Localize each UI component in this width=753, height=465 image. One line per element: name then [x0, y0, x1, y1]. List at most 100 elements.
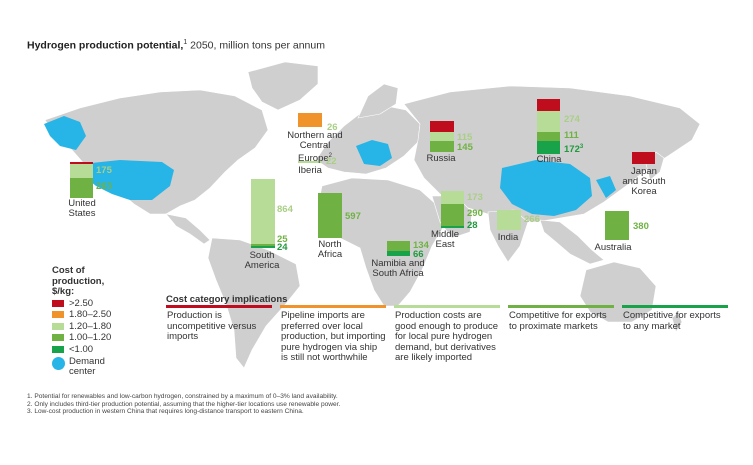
- legend-title: Cost of production, $/kg:: [52, 265, 105, 297]
- bar-us-mid: [70, 178, 93, 198]
- chart-title: Hydrogen production potential,1 2050, mi…: [27, 39, 325, 52]
- demand-china: [500, 160, 592, 216]
- bar-australia-mid: [605, 211, 629, 240]
- label-russia: Russia: [426, 153, 456, 164]
- bar-russia-red: [430, 121, 454, 132]
- implications-title: Cost category implications: [166, 294, 288, 305]
- bar-iberia-light: [298, 161, 322, 163]
- legend-label: 1.00–1.20: [69, 332, 112, 344]
- iberia-value-1: 22: [326, 156, 337, 167]
- bar-sa-light: [251, 179, 275, 244]
- bar-me-mid: [441, 204, 464, 226]
- bar-russia-mid: [430, 141, 454, 152]
- implication-mid-green: Competitive for exports to proximate mar…: [508, 305, 614, 332]
- bar-na-mid: [318, 193, 342, 238]
- china-value-2: 111: [564, 130, 579, 141]
- implication-text: Competitive for exports to any market: [623, 310, 721, 332]
- demand-centers: [44, 116, 616, 216]
- me-value-2: 290: [467, 208, 483, 219]
- demand-center-dot-icon: [52, 357, 65, 370]
- legend-label: <1.00: [69, 343, 94, 355]
- bar-china-mid: [537, 132, 560, 141]
- implication-bar-dark-green: [622, 305, 728, 308]
- demand-japan-korea: [596, 176, 616, 198]
- legend-label: 1.80–2.50: [69, 309, 112, 321]
- title-bold: Hydrogen production potential,: [27, 39, 184, 52]
- na-value-1: 597: [345, 211, 361, 222]
- cost-legend: Cost of production, $/kg: >2.50 1.80–2.5…: [52, 265, 114, 377]
- demand-us: [82, 160, 174, 200]
- bar-india-light: [497, 210, 521, 230]
- label-iberia: Iberia: [298, 165, 322, 176]
- label-australia: Australia: [594, 242, 632, 253]
- implication-dark-green: Competitive for exports to any market: [622, 305, 728, 332]
- australia-value-1: 380: [633, 221, 649, 232]
- legend-item-gt-2-50: >2.50: [52, 298, 114, 310]
- title-rest: 2050, million tons per annum: [187, 39, 325, 52]
- legend-swatch-dark-green: [52, 345, 64, 353]
- india-value-1: 266: [524, 214, 540, 225]
- land-south-america: [207, 237, 301, 369]
- label-namibia-south-africa: Namibia and South Africa: [371, 258, 425, 279]
- legend-label: 1.20–1.80: [69, 320, 112, 332]
- land-greenland: [247, 61, 319, 111]
- legend-item-1-80-2-50: 1.80–2.50: [52, 309, 114, 321]
- implication-text: Production costs are good enough to prod…: [395, 310, 499, 363]
- label-northern-central-europe: Northern and Central Europe2: [283, 130, 347, 164]
- implication-bar-orange: [280, 305, 386, 308]
- china-value-1: 274: [564, 114, 580, 125]
- label-china: China: [536, 154, 562, 165]
- land-se-asia: [539, 219, 605, 265]
- footnote-2: 2. Only includes third-tier production p…: [27, 400, 341, 408]
- bar-me-light: [441, 191, 464, 204]
- label-middle-east: Middle East: [431, 229, 459, 250]
- legend-item-demand: Demand center: [52, 357, 114, 377]
- nce-value-1: 26: [327, 122, 338, 133]
- china-value-3-num: 172: [564, 144, 580, 156]
- nsa-value-1: 134: [413, 240, 429, 251]
- bar-china-red: [537, 99, 560, 111]
- implication-text: Competitive for exports to proximate mar…: [509, 310, 607, 332]
- china-sup: 3: [579, 144, 584, 150]
- me-value-1: 173: [467, 192, 483, 203]
- bar-us-red: [70, 162, 93, 164]
- label-north-africa: North Africa: [317, 239, 343, 260]
- bars: [70, 99, 655, 256]
- bar-russia-light: [430, 132, 454, 141]
- china-value-3: 1723: [564, 142, 583, 155]
- sa-value-2: 25: [277, 234, 288, 245]
- nce-sup: 2: [328, 153, 332, 159]
- me-value-3: 28: [467, 220, 478, 231]
- land-central-america: [165, 213, 211, 245]
- legend-item-1-00-1-20: 1.00–1.20: [52, 332, 114, 344]
- land-new-zealand: [671, 311, 683, 333]
- russia-value-1: 115: [457, 132, 473, 143]
- title-footnote-marker: 1: [183, 39, 188, 46]
- legend-item-lt-1-00: <1.00: [52, 344, 114, 356]
- bar-nce-orange: [298, 113, 322, 127]
- footnotes: 1. Potential for renewables and low-carb…: [27, 393, 340, 416]
- implication-text: Pipeline imports are preferred over loca…: [281, 310, 386, 363]
- implication-bar-mid-green: [508, 305, 614, 308]
- us-value-2: 263: [96, 181, 112, 192]
- label-united-states: United States: [68, 198, 96, 219]
- implication-bar-light-green: [394, 305, 500, 308]
- sa-value-1: 864: [277, 204, 293, 215]
- legend-label: >2.50: [69, 297, 94, 309]
- bar-jsk-red: [632, 152, 655, 164]
- land-scandinavia: [357, 83, 399, 119]
- bar-nsa-mid: [387, 241, 410, 251]
- sa-value-3: 24: [277, 242, 288, 253]
- implication-text: Production is uncompetitive versus impor…: [167, 310, 257, 342]
- label-japan-south-korea: Japan and South Korea: [622, 166, 666, 197]
- bar-china-dark: [537, 141, 560, 154]
- legend-swatch-light-green: [52, 322, 64, 330]
- us-value-1: 175: [96, 165, 112, 176]
- bar-sa-dark: [251, 246, 275, 248]
- bar-china-light: [537, 111, 560, 132]
- bar-us-light: [70, 164, 93, 178]
- footnote-3: 3. Low-cost production in western China …: [27, 408, 304, 415]
- implication-light-green: Production costs are good enough to prod…: [394, 305, 500, 364]
- label-south-america: South America: [244, 250, 280, 271]
